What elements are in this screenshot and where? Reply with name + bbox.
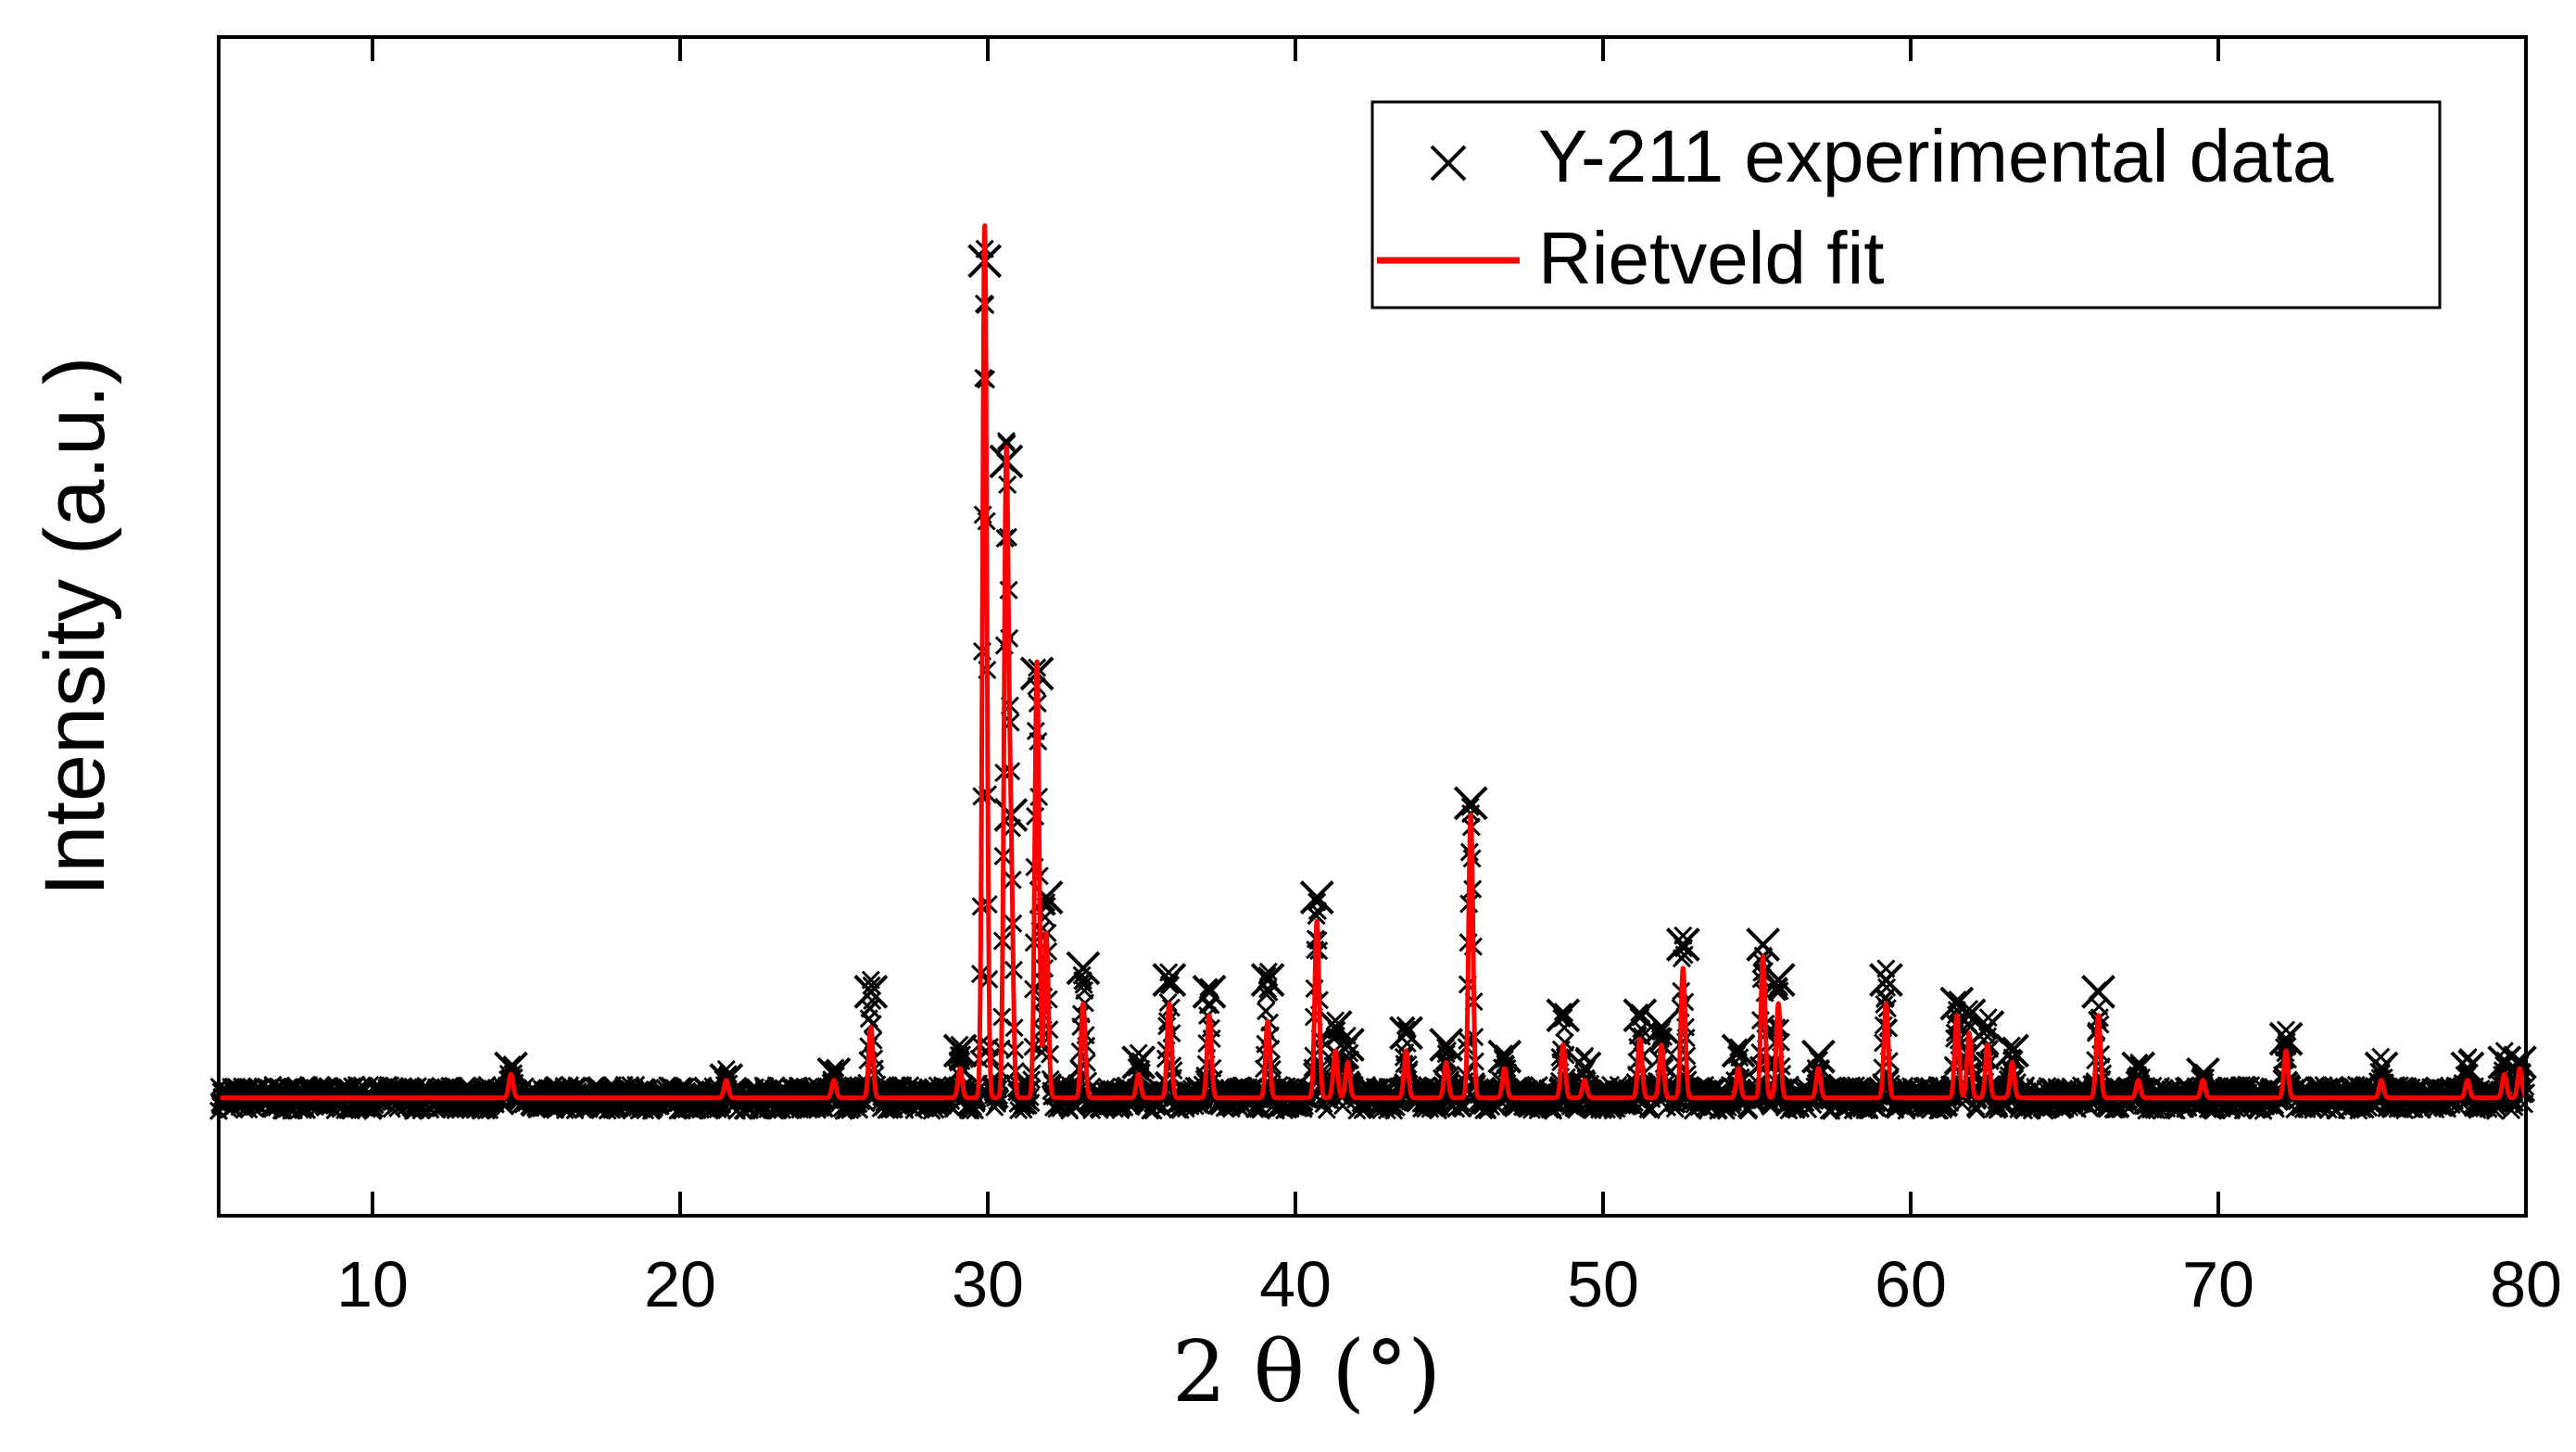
x-tick-label: 60 (1875, 1248, 1947, 1320)
x-axis-title: 2 θ (°) (1172, 1322, 1441, 1421)
x-tick-label: 30 (952, 1248, 1024, 1320)
y-axis-title: Intensity (a.u.) (28, 357, 122, 897)
x-tick-label: 70 (2182, 1248, 2254, 1320)
plot-area (208, 223, 2537, 1120)
legend: Y-211 experimental data Rietveld fit (1370, 100, 2442, 309)
x-tick-label: 50 (1567, 1248, 1639, 1320)
x-tick-label: 10 (336, 1248, 409, 1320)
x-tick-label: 20 (644, 1248, 716, 1320)
x-tick-label: 40 (1259, 1248, 1332, 1320)
x-tick-label: 80 (2490, 1248, 2562, 1320)
legend-label-fit: Rietveld fit (1538, 217, 1884, 299)
legend-label-experimental: Y-211 experimental data (1538, 115, 2334, 197)
